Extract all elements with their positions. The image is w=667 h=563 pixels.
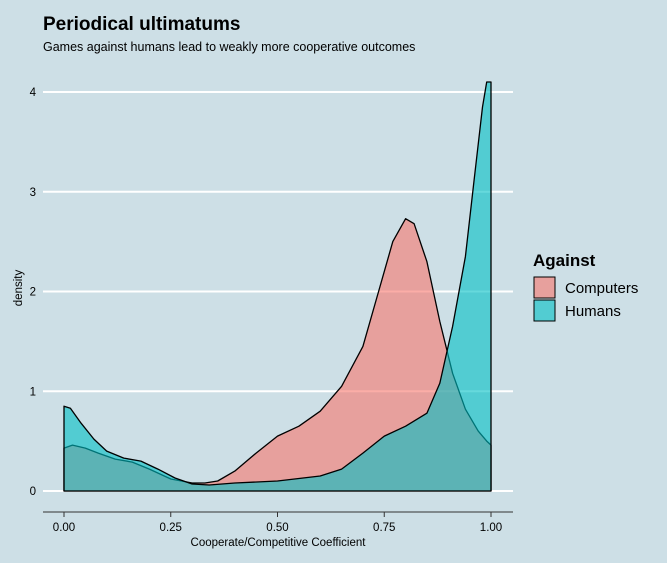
density-area-humans (63, 81, 492, 492)
x-tick-label: 0.25 (160, 522, 182, 534)
y-tick-label: 0 (30, 486, 36, 498)
y-axis-title: density (13, 270, 25, 307)
legend-swatch-humans (533, 299, 556, 322)
x-axis-title: Cooperate/Competitive Coefficient (191, 537, 367, 549)
chart-subtitle: Games against humans lead to weakly more… (43, 40, 415, 54)
legend-swatch-computers (533, 276, 556, 299)
legend-label-humans: Humans (565, 303, 621, 320)
x-tick-label: 0.50 (266, 522, 288, 534)
y-tick-label: 4 (30, 87, 37, 99)
legend-label-computers: Computers (565, 280, 638, 297)
x-tick-label: 1.00 (480, 522, 502, 534)
legend: Against Computers Humans (533, 251, 638, 322)
density-areas (63, 81, 492, 492)
x-tick-label: 0.00 (53, 522, 75, 534)
y-tick-label: 2 (30, 287, 36, 299)
tick-labels: 0.00 0.25 0.50 0.75 1.00 0 1 2 3 4 (30, 87, 503, 534)
axes (43, 511, 513, 517)
y-tick-label: 1 (30, 386, 36, 398)
chart-title: Periodical ultimatums (43, 14, 240, 35)
legend-title: Against (533, 251, 596, 270)
y-tick-label: 3 (30, 187, 36, 199)
x-tick-label: 0.75 (373, 522, 395, 534)
